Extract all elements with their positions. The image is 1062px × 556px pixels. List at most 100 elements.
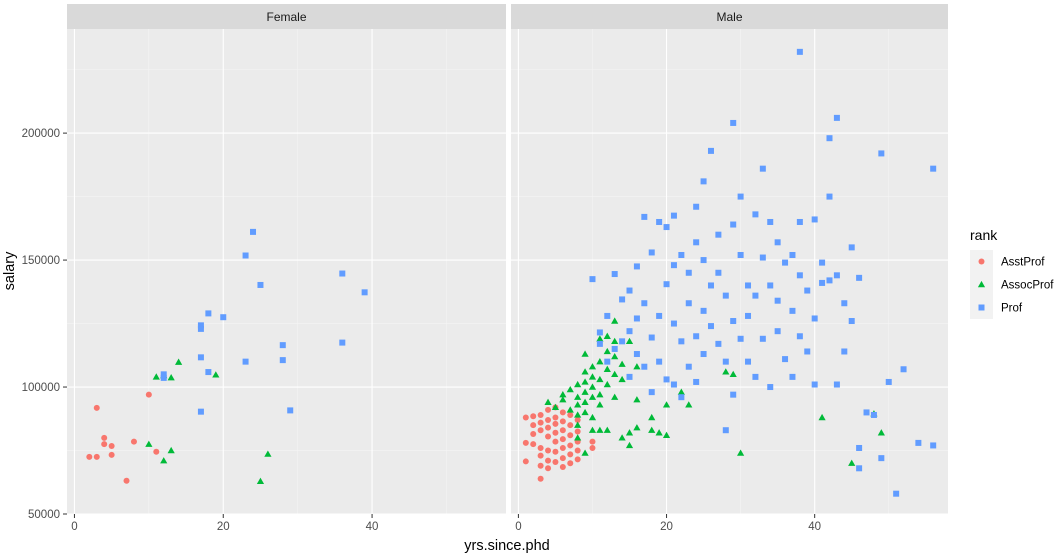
data-point-prof [900, 366, 907, 373]
data-point-prof [715, 231, 722, 238]
x-tick-label: 20 [217, 521, 230, 533]
data-point-prof [789, 373, 796, 380]
data-point-prof [774, 328, 781, 335]
data-point-prof [242, 358, 249, 365]
data-point-prof [700, 178, 707, 185]
data-point-assocprof [581, 408, 589, 416]
legend-key-asstprof [978, 258, 985, 265]
data-point-prof [782, 259, 789, 266]
data-point-prof [663, 376, 670, 383]
data-point-assocprof [581, 449, 589, 456]
data-point-prof [242, 252, 249, 259]
data-point-prof [722, 358, 729, 365]
data-point-assocprof [588, 373, 597, 380]
data-point-prof [856, 274, 863, 281]
data-point-prof [648, 334, 655, 341]
legend-label: AssocProf [1001, 280, 1054, 292]
data-point-assocprof [648, 426, 656, 433]
data-point-prof [685, 269, 692, 276]
data-point-assocprof [633, 363, 641, 370]
data-point-assocprof [625, 441, 634, 449]
data-point-prof [833, 272, 840, 279]
data-point-prof [670, 381, 677, 388]
data-point-prof [678, 394, 685, 401]
data-point-asstprof [537, 462, 544, 469]
data-point-assocprof [596, 335, 604, 342]
data-point-asstprof [552, 429, 559, 436]
data-point-asstprof [108, 442, 115, 449]
data-point-prof [782, 356, 789, 363]
data-point-prof [611, 271, 618, 278]
legend-title: rank [970, 227, 998, 243]
panel-female: Female [67, 4, 506, 515]
data-point-prof [633, 351, 640, 358]
strip-background-male [511, 4, 948, 29]
data-point-prof [626, 287, 633, 294]
data-point-prof [819, 279, 826, 286]
data-point-prof [220, 314, 227, 321]
data-point-prof [796, 333, 803, 340]
data-point-asstprof [530, 413, 537, 420]
data-point-prof [641, 300, 648, 307]
data-point-prof [205, 369, 212, 376]
data-point-prof [700, 351, 707, 358]
data-point-prof [596, 329, 603, 336]
data-point-assocprof [581, 378, 589, 385]
data-point-prof [678, 251, 685, 258]
data-point-assocprof [625, 337, 634, 345]
panel-background-female [67, 29, 506, 514]
data-point-assocprof [596, 426, 604, 433]
data-point-prof [796, 48, 803, 55]
data-point-prof [197, 408, 204, 415]
data-point-prof [833, 114, 840, 121]
data-point-prof [361, 289, 368, 296]
data-point-prof [767, 282, 774, 289]
data-point-prof [878, 150, 885, 157]
data-point-assocprof [618, 375, 626, 383]
data-point-prof [700, 307, 707, 314]
data-point-prof [804, 287, 811, 294]
data-point-asstprof [145, 391, 152, 398]
data-point-prof [604, 358, 611, 365]
data-point-asstprof [559, 455, 566, 462]
data-point-assocprof [588, 393, 597, 400]
data-point-assocprof [152, 373, 160, 380]
data-point-prof [693, 378, 700, 385]
data-point-asstprof [567, 432, 574, 439]
x-tick-label: 0 [515, 521, 521, 533]
data-point-assocprof [611, 337, 619, 345]
data-point-prof [641, 363, 648, 370]
data-point-prof [287, 407, 294, 414]
data-point-prof [707, 282, 714, 289]
data-point-prof [589, 276, 596, 283]
data-point-asstprof [537, 452, 544, 459]
data-point-prof [626, 373, 633, 380]
data-point-prof [730, 221, 737, 228]
data-point-asstprof [545, 447, 552, 454]
data-point-prof [619, 338, 626, 345]
data-point-assocprof [685, 401, 693, 408]
data-point-asstprof [589, 438, 596, 445]
data-point-asstprof [545, 417, 552, 424]
data-point-prof [819, 259, 826, 266]
data-point-assocprof [574, 411, 582, 418]
data-point-prof [804, 348, 811, 355]
y-axis-title: salary [2, 251, 18, 290]
data-point-prof [878, 455, 885, 462]
data-point-assocprof [611, 393, 619, 400]
strip-background-female [67, 4, 506, 29]
data-point-assocprof [677, 388, 685, 395]
data-point-assocprof [264, 450, 272, 457]
data-point-prof [596, 340, 603, 347]
data-point-asstprof [559, 418, 566, 425]
y-tick-label: 50000 [28, 509, 60, 521]
legend-key-prof [978, 304, 985, 311]
data-point-assocprof [212, 371, 220, 378]
data-point-assocprof [145, 440, 153, 447]
data-point-assocprof [737, 449, 745, 456]
data-point-prof [670, 320, 677, 327]
data-point-prof [648, 389, 655, 396]
data-point-asstprof [567, 442, 574, 449]
data-point-asstprof [522, 439, 529, 446]
